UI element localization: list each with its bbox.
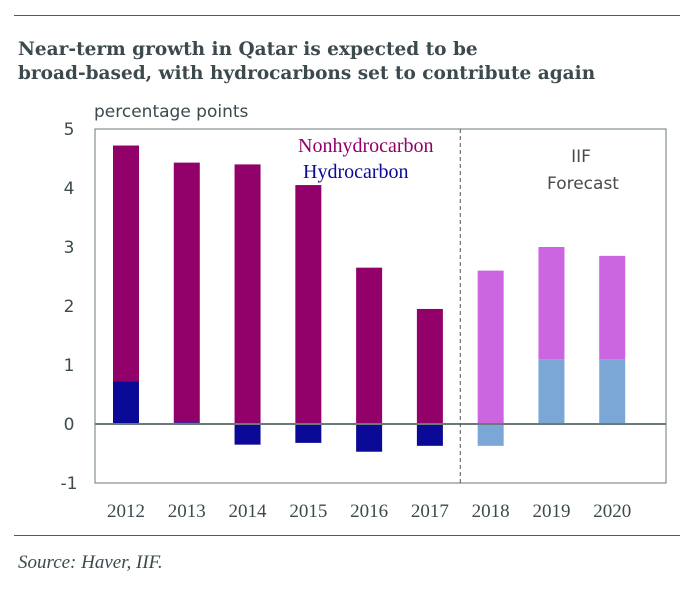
chart-title: Near-term growth in Qatar is expected to… [18, 38, 678, 86]
bar-nonhydrocarbon-2019 [538, 247, 565, 360]
x-tick-label-2019: 2019 [532, 501, 570, 522]
bar-hydrocarbon-2017 [416, 424, 443, 446]
x-tick-label-2020: 2020 [593, 501, 631, 522]
x-tick-label-2013: 2013 [168, 501, 206, 522]
y-tick-label: 0 [64, 415, 75, 435]
source-note: Source: Haver, IIF. [18, 552, 163, 573]
bar-nonhydrocarbon-2012 [113, 145, 139, 382]
y-tick-label: 3 [64, 238, 75, 258]
bar-hydrocarbon-2015 [295, 424, 322, 443]
bottom-rule [14, 535, 680, 536]
bar-hydrocarbon-2018 [477, 424, 504, 446]
x-tick-label-2015: 2015 [289, 501, 327, 522]
bar-hydrocarbon-2019 [538, 359, 565, 424]
y-tick-label: 5 [64, 120, 75, 140]
y-tick-label: 1 [64, 356, 75, 376]
title-line-1: Near-term growth in Qatar is expected to… [18, 39, 478, 60]
x-tick-label-2016: 2016 [350, 501, 388, 522]
y-tick-label: -1 [61, 474, 78, 494]
title-line-2: broad-based, with hydrocarbons set to co… [18, 63, 596, 84]
x-ticks: 2012 2013 2014 2015 2016 2017 2018 2019 2020 [107, 501, 631, 522]
top-rule [14, 15, 680, 16]
x-tick-label-2017: 2017 [411, 501, 449, 522]
y-tick-label: 2 [64, 297, 75, 317]
bar-hydrocarbon-2020 [599, 359, 626, 424]
x-tick-label-2014: 2014 [229, 501, 268, 522]
x-tick-label-2012: 2012 [107, 501, 145, 522]
bar-nonhydrocarbon-2020 [599, 255, 626, 360]
bar-nonhydrocarbon-2017 [416, 308, 443, 424]
bar-nonhydrocarbon-2016 [356, 267, 383, 424]
forecast-label-line-2: Forecast [547, 174, 619, 194]
bar-nonhydrocarbon-2013 [173, 162, 200, 423]
x-tick-label-2018: 2018 [472, 501, 510, 522]
y-ticks: -1 0 1 2 3 4 5 [61, 120, 78, 494]
bar-nonhydrocarbon-2018 [477, 270, 504, 424]
bar-hydrocarbon-2012 [113, 381, 139, 424]
bars [113, 145, 626, 452]
bar-nonhydrocarbon-2015 [295, 185, 322, 424]
legend-hydrocarbon: Hydrocarbon [303, 161, 409, 183]
legend-nonhydrocarbon: Nonhydrocarbon [298, 135, 434, 157]
forecast-label-line-1: IIF [571, 147, 591, 167]
y-tick-label: 4 [64, 179, 75, 199]
bar-hydrocarbon-2016 [356, 424, 383, 452]
y-axis-label: percentage points [94, 102, 249, 122]
plot-frame [94, 128, 667, 484]
bar-nonhydrocarbon-2014 [234, 164, 261, 424]
bar-hydrocarbon-2014 [234, 424, 261, 445]
